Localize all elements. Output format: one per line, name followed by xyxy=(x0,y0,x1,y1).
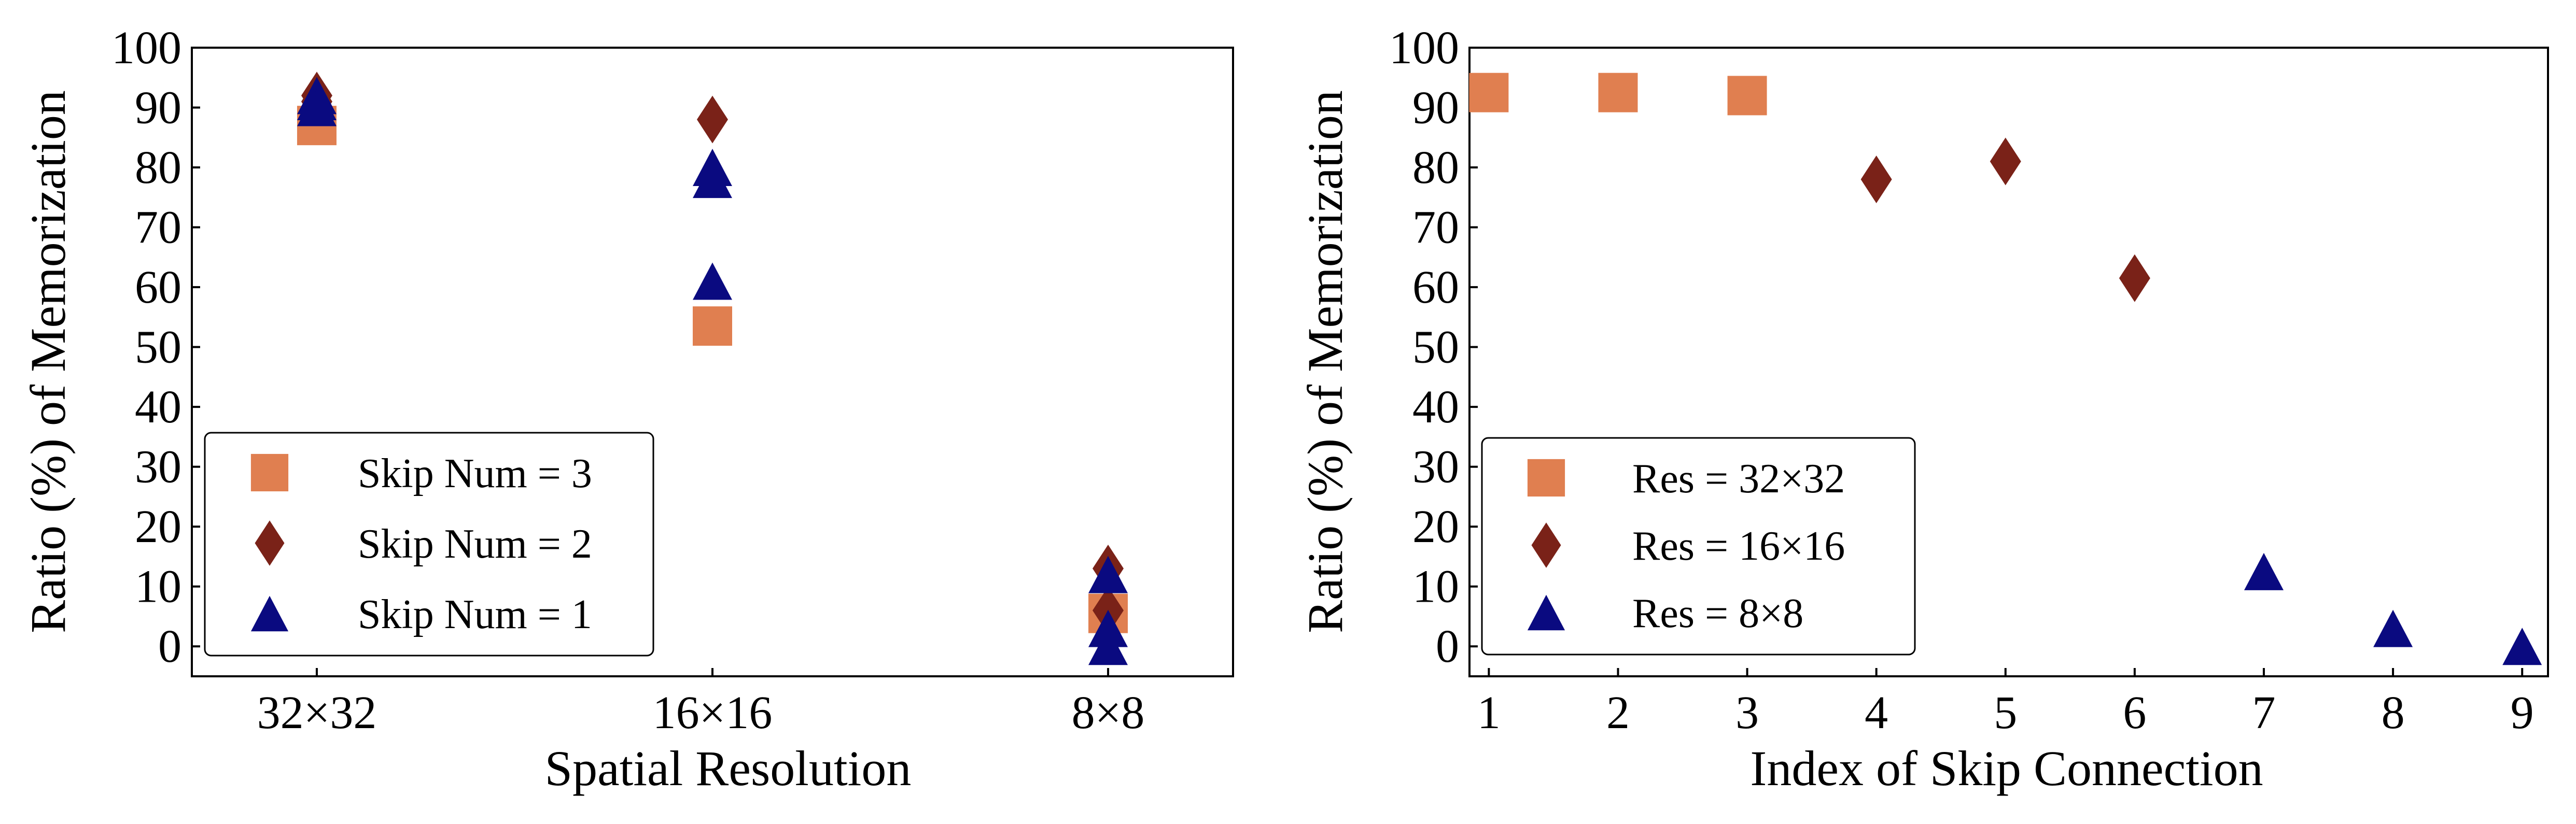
right-diamond-point xyxy=(2119,254,2150,302)
right-legend-square-swatch xyxy=(1527,459,1565,497)
left-legend-square-swatch xyxy=(250,453,289,492)
left-y-tick-label: 100 xyxy=(111,22,181,74)
right-x-tick-label: 6 xyxy=(2123,687,2146,738)
right-legend: Res = 32×32 Res = 16×16 Res = 8×8 xyxy=(1481,437,1916,656)
right-y-tick-label: 100 xyxy=(1389,22,1459,74)
right-y-tick-label: 40 xyxy=(1412,381,1459,433)
left-y-tick-label: 30 xyxy=(135,442,181,493)
left-triangle-point xyxy=(693,262,732,300)
right-y-axis-label: Ratio (%) of Memorization xyxy=(1297,90,1353,633)
right-legend-diamond-swatch xyxy=(1531,522,1561,568)
chart-right: 0 10 20 30 40 50 60 70 80 90 100 1 2 3 4 5 6 7 8 9 Index o… xyxy=(1297,22,2549,796)
right-x-axis: 1 2 3 4 5 6 7 8 9 xyxy=(1477,668,2534,738)
left-y-tick-label: 60 xyxy=(135,262,181,313)
right-x-tick-label: 1 xyxy=(1477,687,1501,738)
left-legend: Skip Num = 3 Skip Num = 2 Skip Num = 1 xyxy=(204,432,654,657)
right-legend-label: Res = 8×8 xyxy=(1632,591,1803,636)
right-y-tick-label: 60 xyxy=(1412,262,1459,313)
left-square-point xyxy=(693,306,732,346)
right-x-tick-label: 3 xyxy=(1735,687,1759,738)
right-y-tick-label: 80 xyxy=(1412,142,1459,193)
left-y-tick-label: 70 xyxy=(135,202,181,253)
right-legend-label: Res = 16×16 xyxy=(1632,523,1845,569)
left-y-tick-label: 20 xyxy=(135,501,181,552)
left-triangle-point xyxy=(693,161,732,198)
right-y-tick-label: 50 xyxy=(1412,322,1459,373)
left-y-tick-label: 90 xyxy=(135,82,181,134)
right-y-tick-label: 30 xyxy=(1412,442,1459,493)
left-legend-diamond-swatch xyxy=(255,520,285,566)
right-triangle-point xyxy=(2244,552,2284,590)
left-triangle-point xyxy=(297,89,337,126)
left-legend-label: Skip Num = 2 xyxy=(358,521,592,567)
left-x-tick-label: 8×8 xyxy=(1072,687,1145,738)
right-y-axis: 0 10 20 30 40 50 60 70 80 90 100 xyxy=(1389,22,1478,672)
right-triangle-point xyxy=(2373,609,2413,647)
left-y-tick-label: 40 xyxy=(135,381,181,433)
right-x-tick-label: 5 xyxy=(1994,687,2017,738)
left-x-tick-label: 16×16 xyxy=(653,687,773,738)
right-x-tick-label: 2 xyxy=(1606,687,1630,738)
right-x-tick-label: 9 xyxy=(2511,687,2534,738)
right-diamond-point xyxy=(1990,137,2021,186)
right-legend-triangle-swatch xyxy=(1527,594,1565,631)
left-x-axis: 32×32 16×16 8×8 xyxy=(257,668,1145,738)
left-y-tick-label: 80 xyxy=(135,142,181,193)
right-square-point xyxy=(1727,76,1767,116)
left-diamond-point xyxy=(697,95,728,144)
left-legend-triangle-swatch xyxy=(250,595,289,632)
right-y-tick-label: 0 xyxy=(1436,621,1459,672)
right-x-tick-label: 7 xyxy=(2252,687,2275,738)
left-legend-label: Skip Num = 1 xyxy=(358,592,592,637)
right-legend-label: Res = 32×32 xyxy=(1632,456,1845,502)
left-legend-box xyxy=(204,432,654,657)
right-x-axis-label: Index of Skip Connection xyxy=(1750,741,2263,796)
left-legend-label: Skip Num = 3 xyxy=(358,451,592,496)
chart-left: 0 10 20 30 40 50 60 70 80 90 100 32×32 16×16 8×8 Spa… xyxy=(20,22,1234,796)
left-x-tick-label: 32×32 xyxy=(257,687,377,738)
left-y-axis: 0 10 20 30 40 50 60 70 80 90 100 xyxy=(111,22,200,672)
left-y-axis-label: Ratio (%) of Memorization xyxy=(20,90,76,633)
right-square-point xyxy=(1598,73,1638,112)
right-square-point xyxy=(1469,73,1509,112)
right-data-marks xyxy=(1469,73,2542,665)
left-data-marks xyxy=(297,72,1128,665)
right-legend-box xyxy=(1481,437,1916,656)
left-y-tick-label: 0 xyxy=(158,621,181,672)
right-y-tick-label: 70 xyxy=(1412,202,1459,253)
left-y-tick-label: 50 xyxy=(135,322,181,373)
right-x-tick-label: 8 xyxy=(2382,687,2405,738)
right-y-tick-label: 20 xyxy=(1412,501,1459,552)
left-triangle-point xyxy=(1088,628,1128,665)
left-triangle-point xyxy=(1088,556,1128,593)
right-x-tick-label: 4 xyxy=(1865,687,1888,738)
right-y-tick-label: 10 xyxy=(1412,561,1459,613)
left-x-axis-label: Spatial Resolution xyxy=(545,741,912,796)
right-triangle-point xyxy=(2502,628,2542,665)
right-plot-frame xyxy=(1468,47,2549,677)
right-y-tick-label: 90 xyxy=(1412,82,1459,134)
right-diamond-point xyxy=(1860,155,1892,204)
left-y-tick-label: 10 xyxy=(135,561,181,613)
